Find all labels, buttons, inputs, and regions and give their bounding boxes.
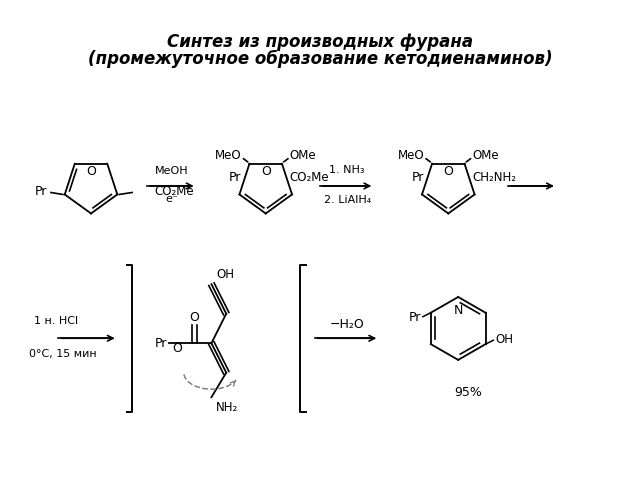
- Text: 1 н. HCl: 1 н. HCl: [34, 315, 78, 325]
- Text: MeOH: MeOH: [155, 166, 189, 176]
- Text: CO₂Me: CO₂Me: [155, 185, 195, 198]
- Text: Синтез из производных фурана: Синтез из производных фурана: [167, 33, 473, 50]
- Text: Pr: Pr: [412, 171, 424, 184]
- Text: 1. NH₃: 1. NH₃: [330, 165, 365, 175]
- Text: O: O: [444, 165, 453, 178]
- Text: 95%: 95%: [454, 386, 482, 399]
- Text: CH₂NH₂: CH₂NH₂: [472, 171, 516, 184]
- Text: Pr: Pr: [155, 336, 167, 349]
- Text: Pr: Pr: [35, 185, 47, 198]
- Text: O: O: [189, 311, 199, 324]
- Text: N: N: [454, 304, 463, 317]
- Text: OMe: OMe: [472, 149, 499, 162]
- Text: Pr: Pr: [408, 311, 421, 324]
- Text: OH: OH: [495, 333, 513, 346]
- Text: Pr: Pr: [229, 171, 241, 184]
- Text: 2. LiAlH₄: 2. LiAlH₄: [323, 195, 371, 204]
- Text: O: O: [260, 165, 271, 178]
- Text: MeO: MeO: [215, 149, 241, 162]
- Text: CO₂Me: CO₂Me: [290, 171, 330, 184]
- Text: e⁻: e⁻: [166, 194, 179, 204]
- Text: −H₂O: −H₂O: [330, 318, 365, 331]
- Text: 0°C, 15 мин: 0°C, 15 мин: [29, 349, 97, 359]
- Text: O: O: [86, 165, 96, 178]
- Text: (промежуточное образование кетодиенаминов): (промежуточное образование кетодиенамино…: [88, 50, 552, 68]
- Text: O: O: [172, 342, 182, 355]
- Text: MeO: MeO: [397, 149, 424, 162]
- Text: OH: OH: [216, 268, 234, 281]
- Text: NH₂: NH₂: [216, 400, 239, 414]
- Text: OMe: OMe: [290, 149, 317, 162]
